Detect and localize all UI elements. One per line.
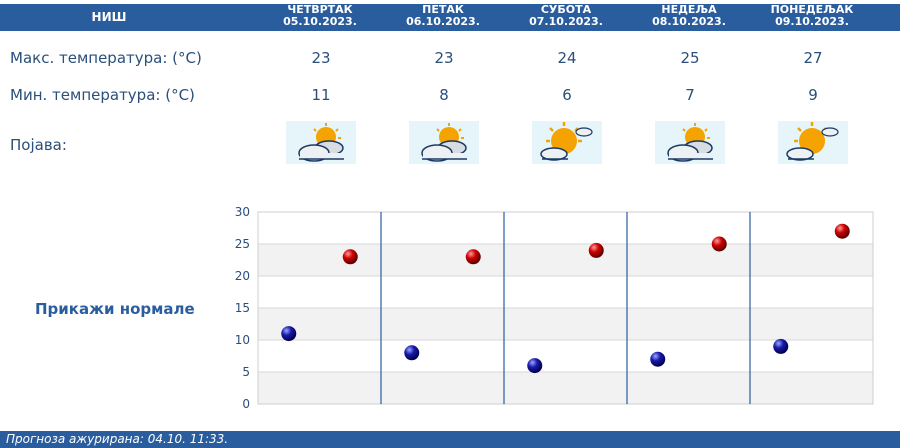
max-temp-marker: [342, 249, 358, 265]
day-header: ЧЕТВРТАК 05.10.2023.: [260, 4, 380, 31]
temperature-chart: 0 5 10 15 20 25 30: [235, 205, 874, 411]
grid-band: [258, 244, 873, 276]
city-name: НИШ: [91, 10, 127, 24]
max-temp-marker: [711, 236, 727, 252]
min-temp-marker: [527, 358, 543, 374]
show-normals-link[interactable]: Прикажи нормале: [35, 300, 195, 318]
partly-cloudy-icon: [409, 121, 479, 164]
y-tick-label: 10: [235, 333, 250, 347]
day-date: 09.10.2023.: [775, 15, 849, 28]
y-tick-label: 25: [235, 237, 250, 251]
min-temp-label: Мин. температура: (°C): [10, 86, 195, 104]
grid-band: [258, 340, 873, 372]
partly-cloudy-icon: [655, 121, 725, 164]
day-date: 07.10.2023.: [529, 15, 603, 28]
day-name: ЧЕТВРТАК: [287, 3, 353, 16]
max-temp-value: 23: [311, 49, 331, 67]
grid-band: [258, 372, 873, 404]
min-temp-marker: [650, 351, 666, 367]
forecast-updated: Прогноза ажурирана: 04.10. 11:33.: [0, 431, 900, 448]
partly-cloudy-icon: [286, 121, 356, 164]
y-tick-label: 30: [235, 205, 250, 219]
day-date: 05.10.2023.: [283, 15, 357, 28]
grid-band: [258, 212, 873, 244]
plot-border: [257, 211, 874, 405]
max-temp-marker: [465, 249, 481, 265]
min-temp-value: 7: [685, 86, 695, 104]
day-date: 06.10.2023.: [406, 15, 480, 28]
min-temp-marker: [281, 326, 297, 342]
min-temp-marker: [773, 338, 789, 354]
min-temp-value: 9: [808, 86, 818, 104]
mostly-sunny-icon: [532, 121, 602, 164]
max-temp-value: 27: [803, 49, 823, 67]
max-temp-value: 23: [434, 49, 454, 67]
phenomenon-label: Појава:: [10, 136, 67, 154]
mostly-sunny-icon: [778, 121, 848, 164]
max-temp-value: 24: [557, 49, 577, 67]
y-tick-label: 20: [235, 269, 250, 283]
y-tick-label: 0: [242, 397, 250, 411]
min-temp-value: 8: [439, 86, 449, 104]
max-temp-marker: [588, 242, 604, 258]
day-name: ПОНЕДЕЉАК: [770, 3, 854, 16]
min-temp-value: 6: [562, 86, 572, 104]
day-header: ПОНЕДЕЉАК 09.10.2023.: [752, 4, 872, 31]
day-date: 08.10.2023.: [652, 15, 726, 28]
y-tick-label: 5: [242, 365, 250, 379]
max-temp-value: 25: [680, 49, 700, 67]
forecast-header: НИШ ЧЕТВРТАК 05.10.2023. ПЕТАК 06.10.202…: [0, 4, 900, 31]
day-header: ПЕТАК 06.10.2023.: [383, 4, 503, 31]
max-temp-marker: [834, 223, 850, 239]
min-temp-value: 11: [311, 86, 331, 104]
day-name: СУБОТА: [540, 3, 592, 16]
day-header: НЕДЕЉА 08.10.2023.: [629, 4, 749, 31]
day-name: ПЕТАК: [422, 3, 464, 16]
grid-band: [258, 276, 873, 308]
grid-band: [258, 308, 873, 340]
day-header: СУБОТА 07.10.2023.: [506, 4, 626, 31]
min-temp-marker: [404, 345, 420, 361]
day-name: НЕДЕЉА: [661, 3, 717, 16]
max-temp-label: Макс. температура: (°C): [10, 49, 202, 67]
y-tick-label: 15: [235, 301, 250, 315]
